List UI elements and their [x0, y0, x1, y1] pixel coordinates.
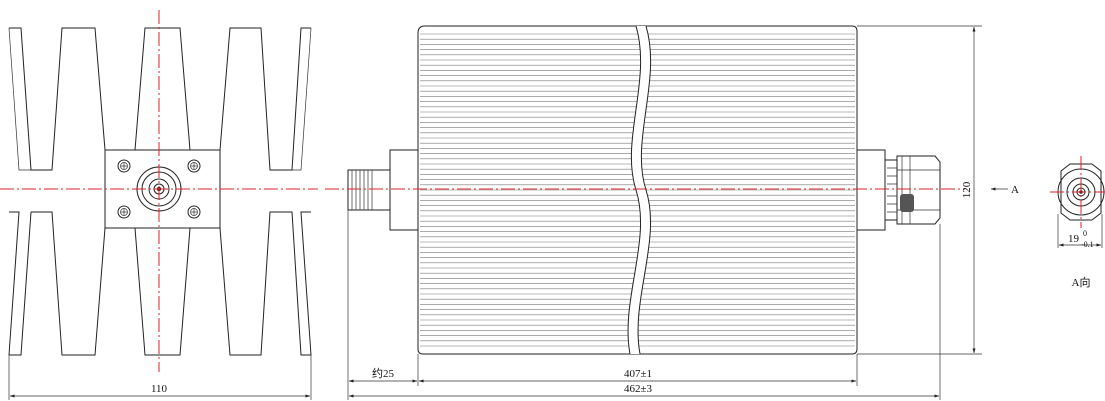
side-view: 120 A 约25 407±1 462±3 [325, 25, 1019, 400]
right-flange [856, 149, 886, 231]
total-length-label: 462±3 [624, 383, 653, 395]
view-arrow-label: A [1011, 184, 1019, 196]
break-line [627, 25, 642, 355]
view-title: A向 [1072, 275, 1091, 289]
lower-fins [8, 211, 312, 356]
screw-icon [117, 159, 131, 173]
dia-tolerance-lower: -0.1 [1081, 240, 1094, 249]
front-view: 110 [0, 10, 318, 400]
width-dimension-label: 110 [151, 383, 168, 395]
view-a: 19 0 -0.1 A向 [1050, 156, 1105, 289]
height-dimension-label: 120 [961, 181, 973, 198]
screw-icon [117, 205, 131, 219]
left-connector [347, 169, 391, 211]
screw-icon [187, 205, 201, 219]
right-connector [896, 155, 941, 225]
connector-length-label: 约25 [372, 367, 394, 380]
dia-tolerance-upper: 0 [1083, 229, 1087, 238]
left-flange [389, 149, 419, 231]
screw-icon [187, 159, 201, 173]
upper-fins [9, 27, 311, 171]
dia-dimension-label: 19 [1068, 233, 1080, 245]
body-outline [417, 25, 858, 355]
hex-nut [1060, 163, 1102, 221]
body-length-label: 407±1 [624, 368, 652, 380]
knurl-icon [900, 194, 914, 212]
